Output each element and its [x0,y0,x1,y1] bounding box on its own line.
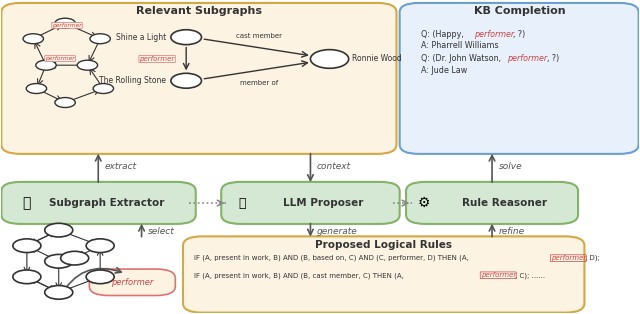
Text: performer: performer [111,278,153,287]
Circle shape [171,73,202,88]
Text: select: select [148,227,175,236]
Circle shape [55,18,76,28]
Text: IF (A, present in work, B) AND (B, based on, C) AND (C, performer, D) THEN (A,: IF (A, present in work, B) AND (B, based… [194,255,471,261]
Text: member of: member of [241,80,278,86]
Text: performer: performer [474,30,514,39]
Text: Shine a Light: Shine a Light [116,33,166,42]
Circle shape [93,84,113,94]
Circle shape [77,60,98,70]
Text: Q: (Happy,: Q: (Happy, [420,30,466,39]
Text: , C); ......: , C); ...... [515,272,545,279]
Circle shape [90,34,110,44]
Text: Rule Reasoner: Rule Reasoner [462,198,547,208]
Text: Relevant Subgraphs: Relevant Subgraphs [136,6,262,16]
FancyBboxPatch shape [221,182,399,224]
Circle shape [26,84,47,94]
Text: Q: (Dr. John Watson,: Q: (Dr. John Watson, [420,54,503,63]
Text: Subgraph Extractor: Subgraph Extractor [49,198,164,208]
Text: cast member: cast member [236,33,282,39]
Circle shape [310,50,349,68]
Text: A: Pharrell Williams: A: Pharrell Williams [420,41,499,50]
Text: The Rolling Stone: The Rolling Stone [99,76,166,85]
Circle shape [171,30,202,45]
FancyBboxPatch shape [1,3,396,154]
FancyBboxPatch shape [406,182,578,224]
Text: solve: solve [499,162,522,171]
Text: refine: refine [499,227,525,236]
Text: , D);: , D); [585,255,600,261]
Text: 💡: 💡 [239,197,246,209]
Circle shape [86,239,114,252]
Text: , ?): , ?) [513,30,525,39]
Circle shape [55,98,76,107]
Text: Ronnie Wood: Ronnie Wood [352,54,402,63]
Text: performer: performer [52,23,82,28]
Text: KB Completion: KB Completion [474,6,565,16]
Text: performer: performer [508,54,547,63]
Circle shape [23,34,44,44]
Circle shape [45,254,73,268]
FancyBboxPatch shape [90,269,175,295]
Circle shape [45,223,73,237]
Circle shape [13,239,41,252]
Text: LLM Proposer: LLM Proposer [283,198,364,208]
Text: extract: extract [104,162,137,171]
Text: context: context [317,162,351,171]
FancyBboxPatch shape [1,182,196,224]
Text: performer: performer [550,255,586,261]
Text: Proposed Logical Rules: Proposed Logical Rules [316,240,452,250]
Text: generate: generate [317,227,358,236]
Circle shape [45,285,73,299]
Text: , ?): , ?) [547,54,559,63]
FancyBboxPatch shape [183,236,584,313]
Circle shape [13,270,41,284]
Text: performer: performer [481,272,516,278]
Text: ⚙: ⚙ [418,196,430,210]
Circle shape [36,60,56,70]
FancyBboxPatch shape [399,3,639,154]
Text: 🔍: 🔍 [22,196,31,210]
Text: A: Jude Law: A: Jude Law [420,66,467,75]
Text: IF (A, present in work, B) AND (B, cast member, C) THEN (A,: IF (A, present in work, B) AND (B, cast … [194,272,406,279]
Circle shape [86,270,114,284]
Text: performer: performer [45,56,75,61]
Text: performer: performer [140,56,175,62]
Circle shape [61,251,89,265]
